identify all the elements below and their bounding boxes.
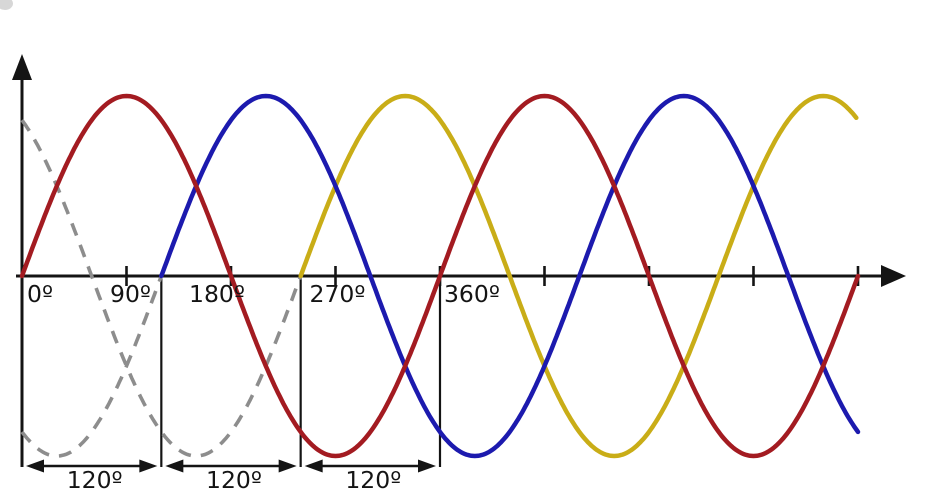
phase-2-blue-curve [159, 93, 861, 459]
x-axis-arrowhead [881, 265, 906, 287]
x-tick-label-180deg: 180º [189, 280, 245, 308]
phase-span-arrowhead-left-1 [165, 459, 184, 473]
phase-span-arrowhead-right-1 [278, 459, 297, 473]
phase-1-red-curve [19, 93, 861, 459]
phase-span-arrowhead-left-2 [304, 459, 323, 473]
image-artifact-speck [0, 0, 13, 10]
phase-span-label-1: 120º [206, 466, 262, 494]
y-axis-arrowhead [12, 54, 32, 80]
x-tick-label-270deg: 270º [310, 280, 366, 308]
x-tick-label-360deg: 360º [444, 280, 500, 308]
phase-span-arrowhead-left-0 [26, 459, 44, 473]
x-tick-label-90deg: 90º [110, 280, 151, 308]
phase-span-arrowhead-right-2 [417, 459, 436, 473]
phase-span-label-2: 120º [345, 466, 401, 494]
phase-span-label-0: 120º [67, 466, 123, 494]
phase-3-yellow-curve [298, 93, 859, 459]
phase-span-arrowhead-right-0 [139, 459, 158, 473]
phase-2-blue-lead-in-dashed [20, 275, 163, 458]
x-tick-label-0deg: 0º [27, 280, 53, 308]
